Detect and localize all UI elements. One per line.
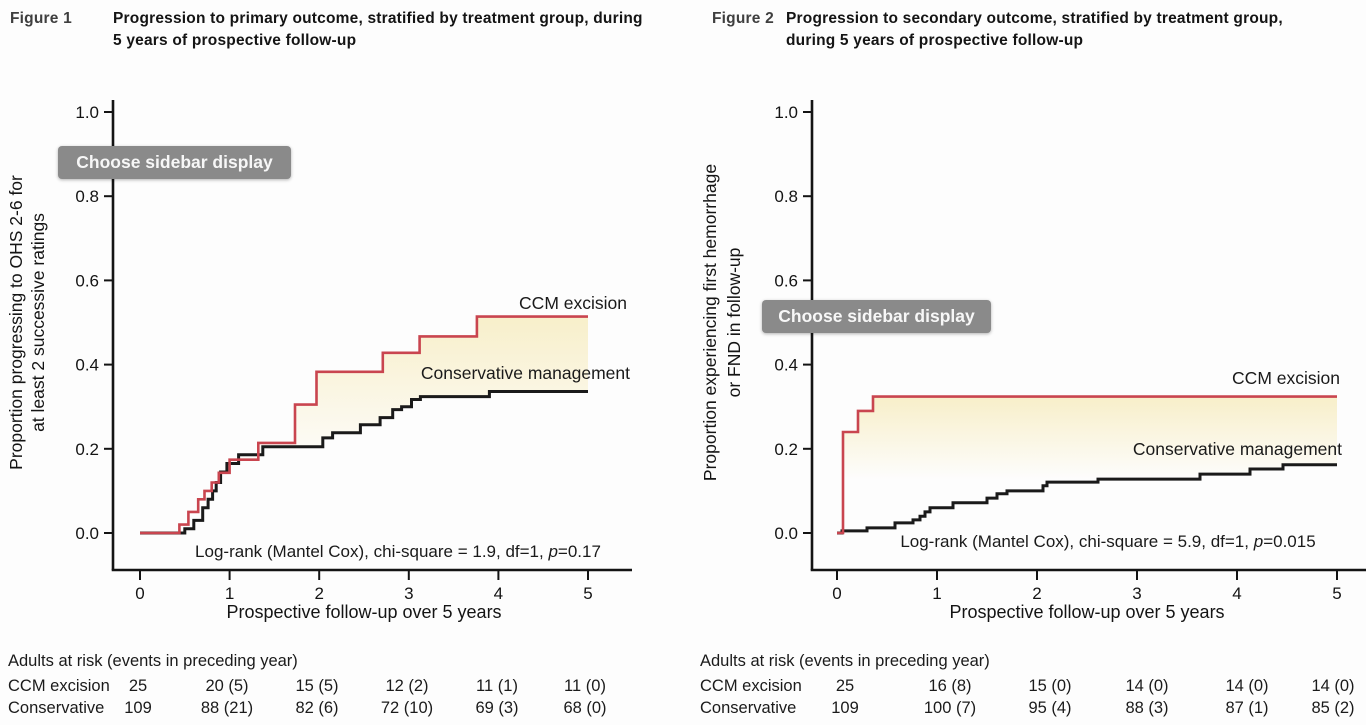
y-axis-title-line: at least 2 successive ratings xyxy=(28,213,48,432)
risk-value: 109 xyxy=(831,699,859,717)
risk-row-label: CCM excision xyxy=(8,677,110,695)
choose-sidebar-display-button-fig2[interactable]: Choose sidebar display xyxy=(762,300,991,333)
between-curves-fill xyxy=(837,396,1337,533)
x-tick-label: 4 xyxy=(1232,584,1241,603)
x-tick-label: 5 xyxy=(1332,584,1341,603)
x-tick-label: 2 xyxy=(314,584,323,603)
risk-row-label: Conservative xyxy=(8,699,105,717)
y-tick-label: 1.0 xyxy=(774,103,798,122)
logrank-annotation: Log-rank (Mantel Cox), chi-square = 1.9,… xyxy=(195,542,601,561)
y-tick-label: 0.4 xyxy=(774,356,798,375)
series-label: CCM excision xyxy=(1232,368,1340,388)
x-tick-label: 1 xyxy=(932,584,941,603)
x-tick-label: 1 xyxy=(225,584,234,603)
y-tick-label: 1.0 xyxy=(75,103,99,122)
y-tick-label: 0.0 xyxy=(774,524,798,543)
risk-value: 11 (0) xyxy=(564,677,606,695)
y-axis-title-line: Proportion experiencing first hemorrhage xyxy=(700,164,720,481)
risk-value: 14 (0) xyxy=(1225,677,1269,695)
risk-value: 15 (0) xyxy=(1028,677,1072,695)
risk-value: 69 (3) xyxy=(475,699,519,717)
x-axis-title: Prospective follow-up over 5 years xyxy=(949,602,1224,622)
risk-value: 11 (1) xyxy=(476,677,518,695)
series-line-conservative-management xyxy=(837,463,1337,535)
figure1-title: Progression to primary outcome, stratifi… xyxy=(113,10,643,49)
y-tick-label: 0.4 xyxy=(75,356,99,375)
y-tick-label: 0.6 xyxy=(75,271,99,290)
x-tick-label: 3 xyxy=(1132,584,1141,603)
risk-value: 85 (2) xyxy=(1311,699,1355,717)
y-axis-title-line: Proportion progressing to OHS 2-6 for xyxy=(6,175,26,470)
series-label: Conservative management xyxy=(1133,439,1342,459)
y-tick-label: 0.2 xyxy=(774,440,798,459)
series-label: Conservative management xyxy=(421,363,630,383)
risk-table-header: Adults at risk (events in preceding year… xyxy=(700,652,990,670)
risk-value: 88 (21) xyxy=(200,699,254,717)
risk-value: 82 (6) xyxy=(295,699,339,717)
risk-value: 25 xyxy=(128,677,148,695)
x-tick-label: 2 xyxy=(1032,584,1041,603)
series-label: CCM excision xyxy=(519,293,627,313)
y-tick-label: 0.8 xyxy=(774,187,798,206)
series-line-ccm-excision xyxy=(837,395,1337,535)
risk-row-label: CCM excision xyxy=(700,677,802,695)
x-axis-title: Prospective follow-up over 5 years xyxy=(226,602,501,622)
risk-table-header: Adults at risk (events in preceding year… xyxy=(8,652,298,670)
km-figure-2: 0.0 0.2 0.4 0.6 0.8 1.0 0 1 2 3 4 5 Proportion exper… xyxy=(700,100,1366,622)
risk-value: 72 (10) xyxy=(380,699,434,717)
km-figure-1: 0.0 0.2 0.4 0.6 0.8 1.0 0 1 2 3 4 5 Proportion progr… xyxy=(6,100,632,622)
y-axis-title-line: or FND in follow-up xyxy=(724,248,744,398)
risk-value: 15 (5) xyxy=(295,677,339,695)
series-line-ccm-excision xyxy=(140,315,588,535)
risk-value: 95 (4) xyxy=(1028,699,1072,717)
y-tick-label: 0.2 xyxy=(75,440,99,459)
choose-sidebar-display-button-fig1[interactable]: Choose sidebar display xyxy=(58,146,291,179)
risk-value: 16 (8) xyxy=(928,677,972,695)
figure1-tag: Figure 1 xyxy=(10,10,72,27)
logrank-annotation: Log-rank (Mantel Cox), chi-square = 5.9,… xyxy=(900,532,1315,551)
x-tick-label: 4 xyxy=(494,584,503,603)
y-tick-label: 0.6 xyxy=(774,271,798,290)
x-tick-label: 0 xyxy=(135,584,144,603)
risk-value: 109 xyxy=(124,699,152,717)
risk-value: 25 xyxy=(835,677,855,695)
risk-value: 20 (5) xyxy=(205,677,249,695)
figure2-title: Progression to secondary outcome, strati… xyxy=(786,10,1283,49)
series-line-conservative-management xyxy=(140,390,588,535)
x-tick-label: 5 xyxy=(583,584,592,603)
y-tick-label: 0.8 xyxy=(75,187,99,206)
risk-value: 14 (0) xyxy=(1311,677,1355,695)
risk-row-label: Conservative xyxy=(700,699,797,717)
risk-value: 87 (1) xyxy=(1225,699,1269,717)
y-tick-label: 0.0 xyxy=(75,524,99,543)
risk-value: 12 (2) xyxy=(385,677,429,695)
figure2-tag: Figure 2 xyxy=(712,10,774,27)
risk-value: 68 (0) xyxy=(563,699,607,717)
risk-value: 100 (7) xyxy=(923,699,977,717)
risk-value: 14 (0) xyxy=(1125,677,1169,695)
x-tick-label: 3 xyxy=(404,584,413,603)
risk-value: 88 (3) xyxy=(1125,699,1169,717)
x-tick-label: 0 xyxy=(832,584,841,603)
